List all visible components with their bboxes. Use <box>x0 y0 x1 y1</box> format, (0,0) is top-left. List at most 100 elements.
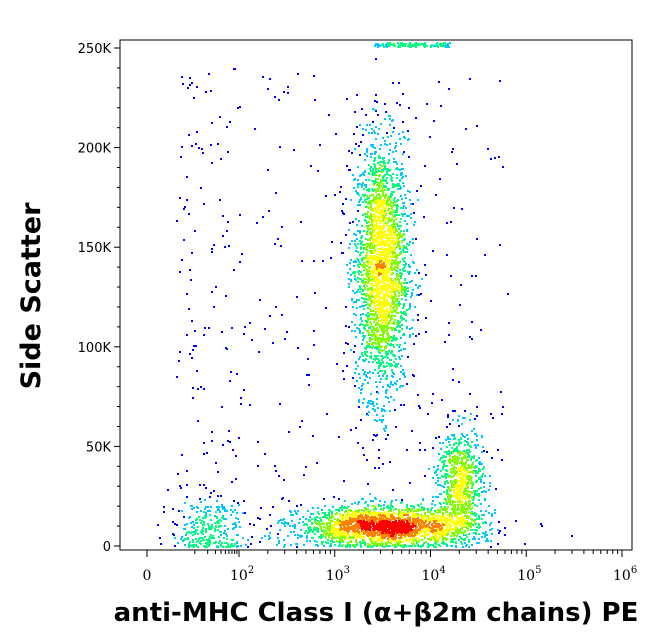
event-point <box>367 272 369 274</box>
event-point <box>398 280 400 282</box>
event-point <box>524 543 526 545</box>
event-point <box>405 540 407 542</box>
event-point <box>222 546 224 548</box>
event-point <box>388 335 390 337</box>
event-point <box>367 215 369 217</box>
event-point <box>450 489 452 491</box>
event-point <box>437 480 439 482</box>
event-point <box>392 489 394 491</box>
event-point <box>456 446 458 448</box>
event-point <box>393 315 395 317</box>
event-point <box>461 523 463 525</box>
event-point <box>395 223 397 225</box>
event-point <box>450 494 452 496</box>
event-point <box>374 409 376 411</box>
event-point <box>210 144 212 146</box>
event-point <box>383 294 385 296</box>
event-point <box>189 544 191 546</box>
event-point <box>482 532 484 534</box>
event-point <box>369 124 371 126</box>
event-point <box>403 404 405 406</box>
event-point <box>342 203 344 205</box>
event-point <box>498 521 500 523</box>
event-point <box>396 240 398 242</box>
event-point <box>383 199 385 201</box>
event-point <box>230 509 232 511</box>
event-point <box>360 546 362 548</box>
event-point <box>490 540 492 542</box>
event-point <box>402 369 404 371</box>
event-point <box>403 239 405 241</box>
event-point <box>424 534 426 536</box>
event-point <box>374 132 376 134</box>
event-point <box>381 165 383 167</box>
event-point <box>297 73 299 75</box>
event-point <box>181 510 183 512</box>
event-point <box>174 545 176 547</box>
event-point <box>369 337 371 339</box>
event-point <box>476 439 478 441</box>
event-point <box>303 524 305 526</box>
event-point <box>399 138 401 140</box>
event-point <box>491 515 493 517</box>
event-point <box>441 457 443 459</box>
event-point <box>401 298 403 300</box>
event-point <box>459 536 461 538</box>
event-point <box>407 271 409 273</box>
event-point <box>355 218 357 220</box>
event-point <box>353 301 355 303</box>
event-point <box>467 483 469 485</box>
event-point <box>322 260 324 262</box>
event-point <box>201 148 203 150</box>
event-point <box>436 469 438 471</box>
event-point <box>365 301 367 303</box>
event-point <box>361 280 363 282</box>
event-point <box>385 195 387 197</box>
event-point <box>375 191 377 193</box>
event-point <box>406 215 408 217</box>
event-point <box>362 335 364 337</box>
event-point <box>373 405 375 407</box>
event-point <box>395 295 397 297</box>
event-point <box>474 494 476 496</box>
event-point <box>438 538 440 540</box>
event-point <box>363 536 365 538</box>
event-point <box>479 469 481 471</box>
event-point <box>464 515 466 517</box>
event-point <box>375 168 377 170</box>
event-point <box>419 407 421 409</box>
event-point <box>208 73 210 75</box>
event-point <box>393 204 395 206</box>
event-point <box>328 514 330 516</box>
event-point <box>434 45 436 47</box>
event-point <box>313 330 315 332</box>
event-point <box>400 337 402 339</box>
event-point <box>383 241 385 243</box>
event-point <box>475 532 477 534</box>
event-point <box>468 497 470 499</box>
event-point <box>425 331 427 333</box>
event-point <box>381 327 383 329</box>
event-point <box>412 513 414 515</box>
event-point <box>225 546 227 548</box>
event-point <box>375 94 377 96</box>
event-point <box>459 477 461 479</box>
event-point <box>457 419 459 421</box>
event-point <box>220 520 222 522</box>
event-point <box>480 481 482 483</box>
event-point <box>356 258 358 260</box>
event-point <box>446 534 448 536</box>
event-point <box>383 299 385 301</box>
event-point <box>472 463 474 465</box>
event-point <box>202 524 204 526</box>
event-point <box>406 504 408 506</box>
event-point <box>463 511 465 513</box>
event-point <box>458 425 460 427</box>
event-point <box>471 544 473 546</box>
event-point <box>405 197 407 199</box>
event-point <box>356 299 358 301</box>
event-point <box>454 455 456 457</box>
event-point <box>380 378 382 380</box>
event-point <box>383 320 385 322</box>
event-point <box>355 368 357 370</box>
